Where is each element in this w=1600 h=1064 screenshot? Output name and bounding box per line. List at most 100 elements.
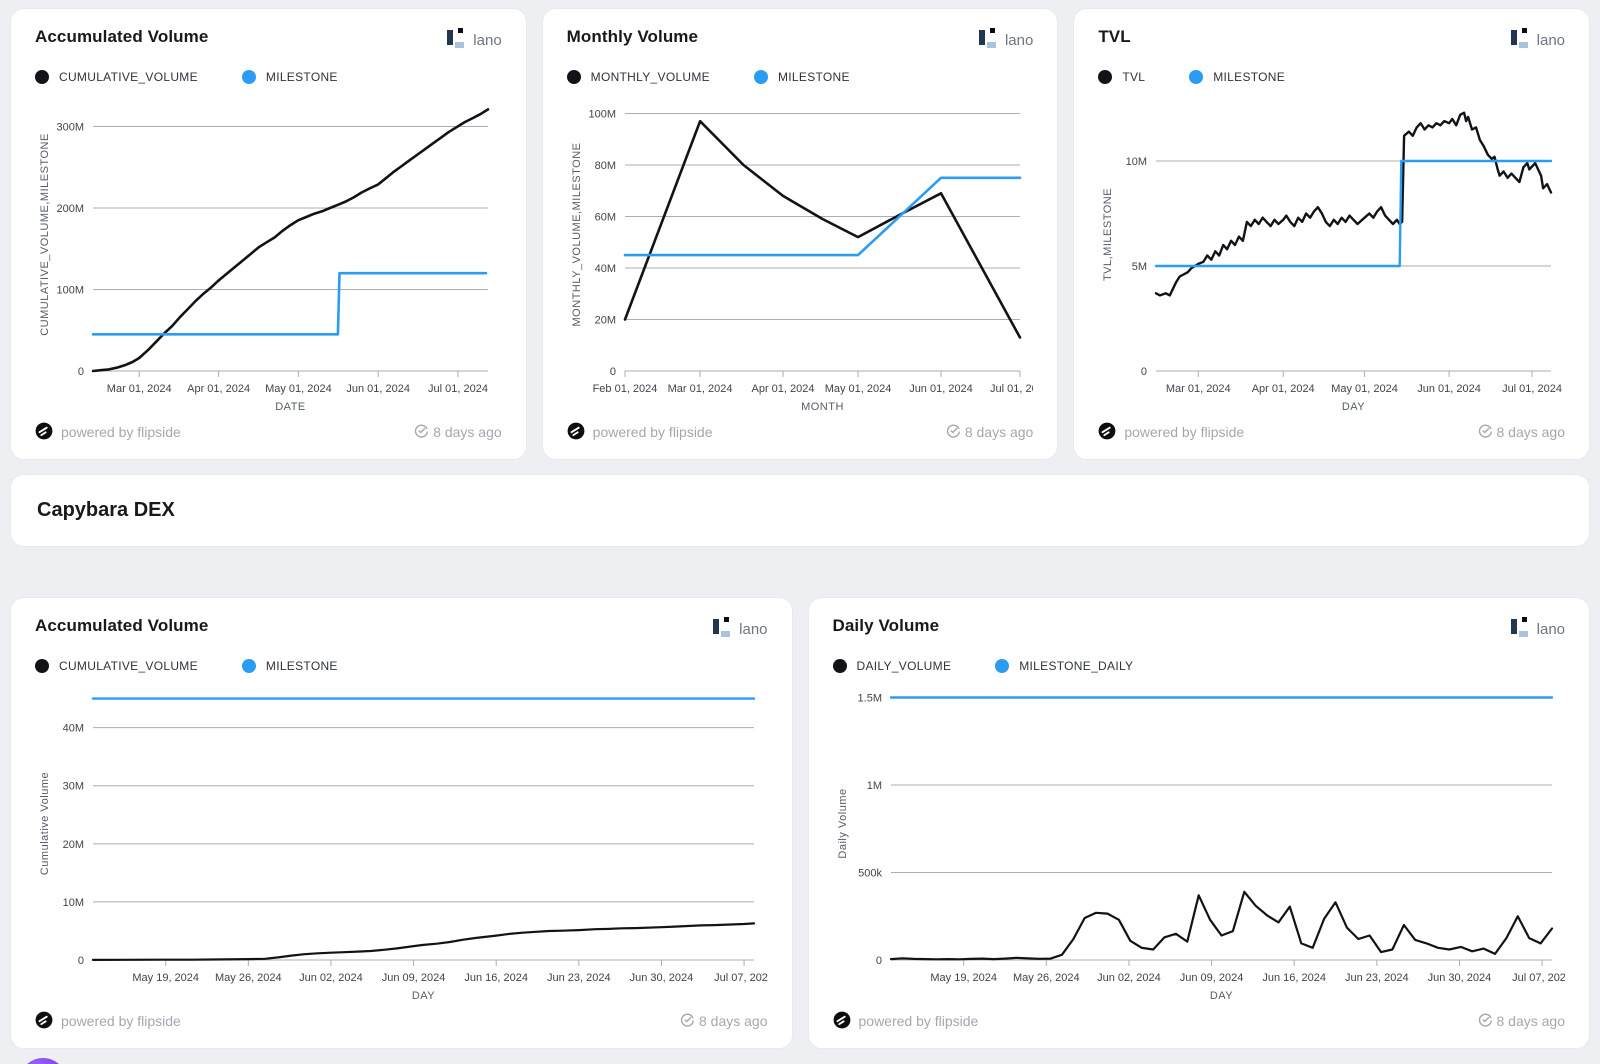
legend-label: CUMULATIVE_VOLUME: [59, 70, 198, 84]
flipside-logo-icon: [567, 422, 585, 443]
legend-item-milestone-daily[interactable]: MILESTONE_DAILY: [995, 659, 1133, 673]
chart-title: Daily Volume: [832, 616, 940, 635]
svg-text:Jun 23, 2024: Jun 23, 2024: [1345, 972, 1409, 984]
series-dot-icon: [35, 70, 49, 84]
svg-text:Apr 01, 2024: Apr 01, 2024: [751, 383, 814, 395]
card-tvl: TVL lano TVL MILESTONE: [1073, 8, 1590, 460]
svg-text:Jun 30, 2024: Jun 30, 2024: [1427, 972, 1491, 984]
card-monthly-volume: Monthly Volume lano MONTHLY_VOLUME MILES…: [541, 8, 1059, 460]
svg-text:May 26, 2024: May 26, 2024: [1013, 972, 1080, 984]
last-updated: 8 days ago: [680, 1012, 768, 1030]
chart-area: 0 20M 40M 60M 80M 100M Feb 01, 2024 Mar 01, 202…: [567, 88, 1034, 417]
card-header: Monthly Volume lano: [567, 27, 1034, 54]
svg-text:100M: 100M: [588, 108, 616, 120]
svg-text:Feb 01, 2024: Feb 01, 2024: [592, 383, 657, 395]
lano-brand[interactable]: lano: [977, 27, 1033, 54]
bottom-row: Accumulated Volume lano CUMULATIVE_VOLUM…: [10, 597, 1590, 1049]
series-dot-icon: [241, 70, 256, 84]
svg-text:Mar 01, 2024: Mar 01, 2024: [107, 383, 172, 395]
chart-area: 0 10M 20M 30M 40M May 19, 2024 May 26, 2024 Jun…: [35, 677, 768, 1006]
card-footer: powered by flipside 8 days ago: [1098, 419, 1565, 445]
lano-brand[interactable]: lano: [1509, 27, 1565, 54]
legend-item-milestone[interactable]: MILESTONE: [241, 70, 338, 84]
svg-text:Jun 02, 2024: Jun 02, 2024: [299, 972, 363, 984]
powered-by[interactable]: powered by flipside: [35, 1011, 181, 1032]
legend-label: MILESTONE: [265, 70, 338, 84]
powered-by-label: powered by flipside: [61, 424, 181, 440]
legend-item-cumulative-volume[interactable]: CUMULATIVE_VOLUME: [35, 659, 198, 673]
legend: CUMULATIVE_VOLUME MILESTONE: [35, 659, 768, 673]
card-capybara-accumulated-volume: Accumulated Volume lano CUMULATIVE_VOLUM…: [10, 597, 793, 1049]
legend: CUMULATIVE_VOLUME MILESTONE: [35, 70, 502, 84]
last-updated: 8 days ago: [1478, 423, 1565, 441]
last-updated-label: 8 days ago: [1496, 1013, 1566, 1029]
svg-text:20M: 20M: [63, 839, 84, 851]
svg-text:300M: 300M: [56, 122, 84, 134]
last-updated: 8 days ago: [414, 423, 502, 441]
svg-text:0: 0: [610, 366, 616, 378]
lano-brand-label: lano: [739, 621, 768, 638]
powered-by[interactable]: powered by flipside: [567, 422, 713, 443]
svg-text:Jun 09, 2024: Jun 09, 2024: [382, 972, 446, 984]
svg-text:DATE: DATE: [275, 401, 306, 413]
series-dot-icon: [754, 70, 768, 84]
legend-item-milestone[interactable]: MILESTONE: [241, 659, 338, 673]
legend: DAILY_VOLUME MILESTONE_DAILY: [832, 659, 1566, 673]
legend-item-tvl[interactable]: TVL: [1098, 70, 1145, 84]
series-dot-icon: [832, 659, 847, 673]
svg-text:DAY: DAY: [412, 990, 435, 1002]
chart-title: Accumulated Volume: [35, 616, 209, 635]
series-dot-icon: [241, 659, 256, 673]
lano-brand[interactable]: lano: [1509, 616, 1565, 643]
chart-title: TVL: [1098, 27, 1131, 46]
card-footer: powered by flipside 8 days ago: [35, 1008, 768, 1034]
legend-item-milestone[interactable]: MILESTONE: [1189, 70, 1285, 84]
capybara-accumulated-volume-line-chart: 0 10M 20M 30M 40M May 19, 2024 May 26, 2024 Jun…: [39, 697, 768, 1002]
refresh-check-icon: [680, 1012, 695, 1030]
chart-title: Accumulated Volume: [35, 27, 209, 46]
card-header: Daily Volume lano: [833, 616, 1566, 643]
svg-text:80M: 80M: [594, 160, 615, 172]
legend-item-monthly-volume[interactable]: MONTHLY_VOLUME: [566, 70, 710, 84]
accumulated-volume-line-chart: 0 100M 200M 300M Mar 01, 2024 Apr 01, 2024 May…: [39, 108, 490, 413]
section-header-card: Capybara DEX: [10, 474, 1590, 547]
svg-text:30M: 30M: [63, 781, 84, 793]
flipside-logo-icon: [1098, 422, 1116, 443]
legend-item-cumulative-volume[interactable]: CUMULATIVE_VOLUME: [35, 70, 198, 84]
powered-by[interactable]: powered by flipside: [833, 1011, 979, 1032]
card-footer: powered by flipside 8 days ago: [833, 1008, 1566, 1034]
powered-by[interactable]: powered by flipside: [35, 422, 181, 443]
legend-label: TVL: [1122, 70, 1146, 84]
refresh-check-icon: [946, 423, 961, 441]
last-updated-label: 8 days ago: [964, 424, 1034, 440]
last-updated-label: 8 days ago: [699, 1013, 768, 1029]
powered-by-label: powered by flipside: [858, 1013, 979, 1029]
series-dot-icon: [995, 659, 1010, 673]
legend-label: MONTHLY_VOLUME: [590, 70, 710, 84]
svg-text:Jul 01, 2024: Jul 01, 2024: [428, 383, 488, 395]
lano-brand[interactable]: lano: [711, 616, 768, 643]
powered-by-label: powered by flipside: [592, 424, 713, 440]
legend: MONTHLY_VOLUME MILESTONE: [566, 70, 1034, 84]
flipside-logo-icon: [35, 422, 53, 443]
svg-text:May 01, 2024: May 01, 2024: [824, 383, 891, 395]
svg-text:500k: 500k: [858, 868, 882, 880]
svg-text:10M: 10M: [1126, 156, 1147, 168]
svg-text:10M: 10M: [63, 897, 84, 909]
svg-text:Apr 01, 2024: Apr 01, 2024: [1252, 383, 1315, 395]
card-header: Accumulated Volume lano: [35, 27, 502, 54]
legend-item-daily-volume[interactable]: DAILY_VOLUME: [832, 659, 952, 673]
svg-text:Jun 02, 2024: Jun 02, 2024: [1097, 972, 1161, 984]
svg-text:Jul 07, 2024: Jul 07, 2024: [1512, 972, 1565, 984]
svg-text:Mar 01, 2024: Mar 01, 2024: [667, 383, 732, 395]
chart-area: 0 5M 10M Mar 01, 2024 Apr 01, 2024 May 01, 20…: [1098, 88, 1565, 417]
lano-brand[interactable]: lano: [445, 27, 502, 54]
legend-item-milestone[interactable]: MILESTONE: [754, 70, 850, 84]
svg-text:May 26, 2024: May 26, 2024: [215, 972, 282, 984]
legend-label: MILESTONE: [265, 659, 338, 673]
svg-text:0: 0: [1141, 366, 1147, 378]
capybara-daily-volume-line-chart: 0 500k 1M 1.5M May 19, 2024 May 26, 2024 Jun 0…: [837, 693, 1566, 1003]
powered-by[interactable]: powered by flipside: [1098, 422, 1244, 443]
chat-widget-button[interactable]: [19, 1058, 67, 1064]
